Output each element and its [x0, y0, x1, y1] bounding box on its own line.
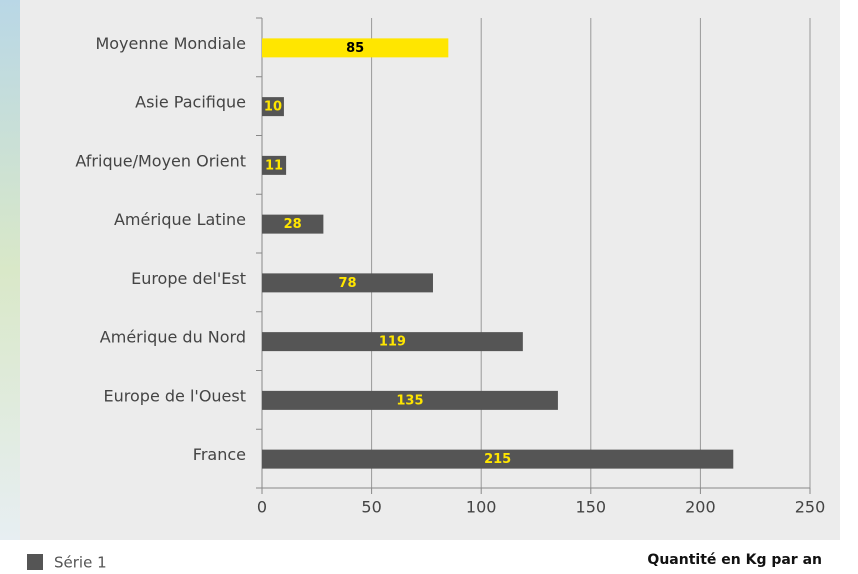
y-tick-label: Afrique/Moyen Orient	[75, 151, 246, 170]
y-tick-label: Europe de l'Ouest	[104, 386, 246, 405]
x-tick-label: 200	[685, 498, 716, 517]
background-strip	[0, 0, 22, 540]
bar	[262, 155, 287, 175]
y-tick-label: Europe del'Est	[131, 269, 246, 288]
legend-swatch	[27, 554, 43, 570]
y-tick-label: France	[193, 445, 246, 464]
data-label: 10	[264, 100, 282, 115]
x-tick-label: 100	[466, 498, 497, 517]
bar	[262, 332, 523, 352]
data-label: 135	[396, 393, 423, 408]
y-tick-label: Amérique Latine	[114, 210, 246, 229]
data-label: 119	[379, 335, 406, 350]
bar	[262, 449, 734, 469]
data-label: 28	[284, 217, 302, 232]
data-label: 85	[346, 41, 364, 56]
x-tick-label: 150	[576, 498, 607, 517]
x-axis-label: Quantité en Kg par an	[647, 552, 822, 568]
data-label: 215	[484, 452, 511, 467]
x-tick-label: 250	[795, 498, 826, 517]
data-label: 11	[265, 158, 283, 173]
y-tick-label: Moyenne Mondiale	[95, 34, 246, 53]
bar	[262, 97, 284, 117]
bar	[262, 390, 558, 410]
bar	[262, 214, 324, 234]
y-tick-label: Amérique du Nord	[100, 328, 246, 347]
bar	[262, 273, 433, 293]
y-tick-label: Asie Pacifique	[135, 93, 246, 112]
x-tick-label: 0	[257, 498, 267, 517]
data-label: 78	[338, 276, 356, 291]
legend-label: Série 1	[54, 554, 107, 572]
bar	[262, 38, 449, 58]
x-tick-label: 50	[361, 498, 381, 517]
